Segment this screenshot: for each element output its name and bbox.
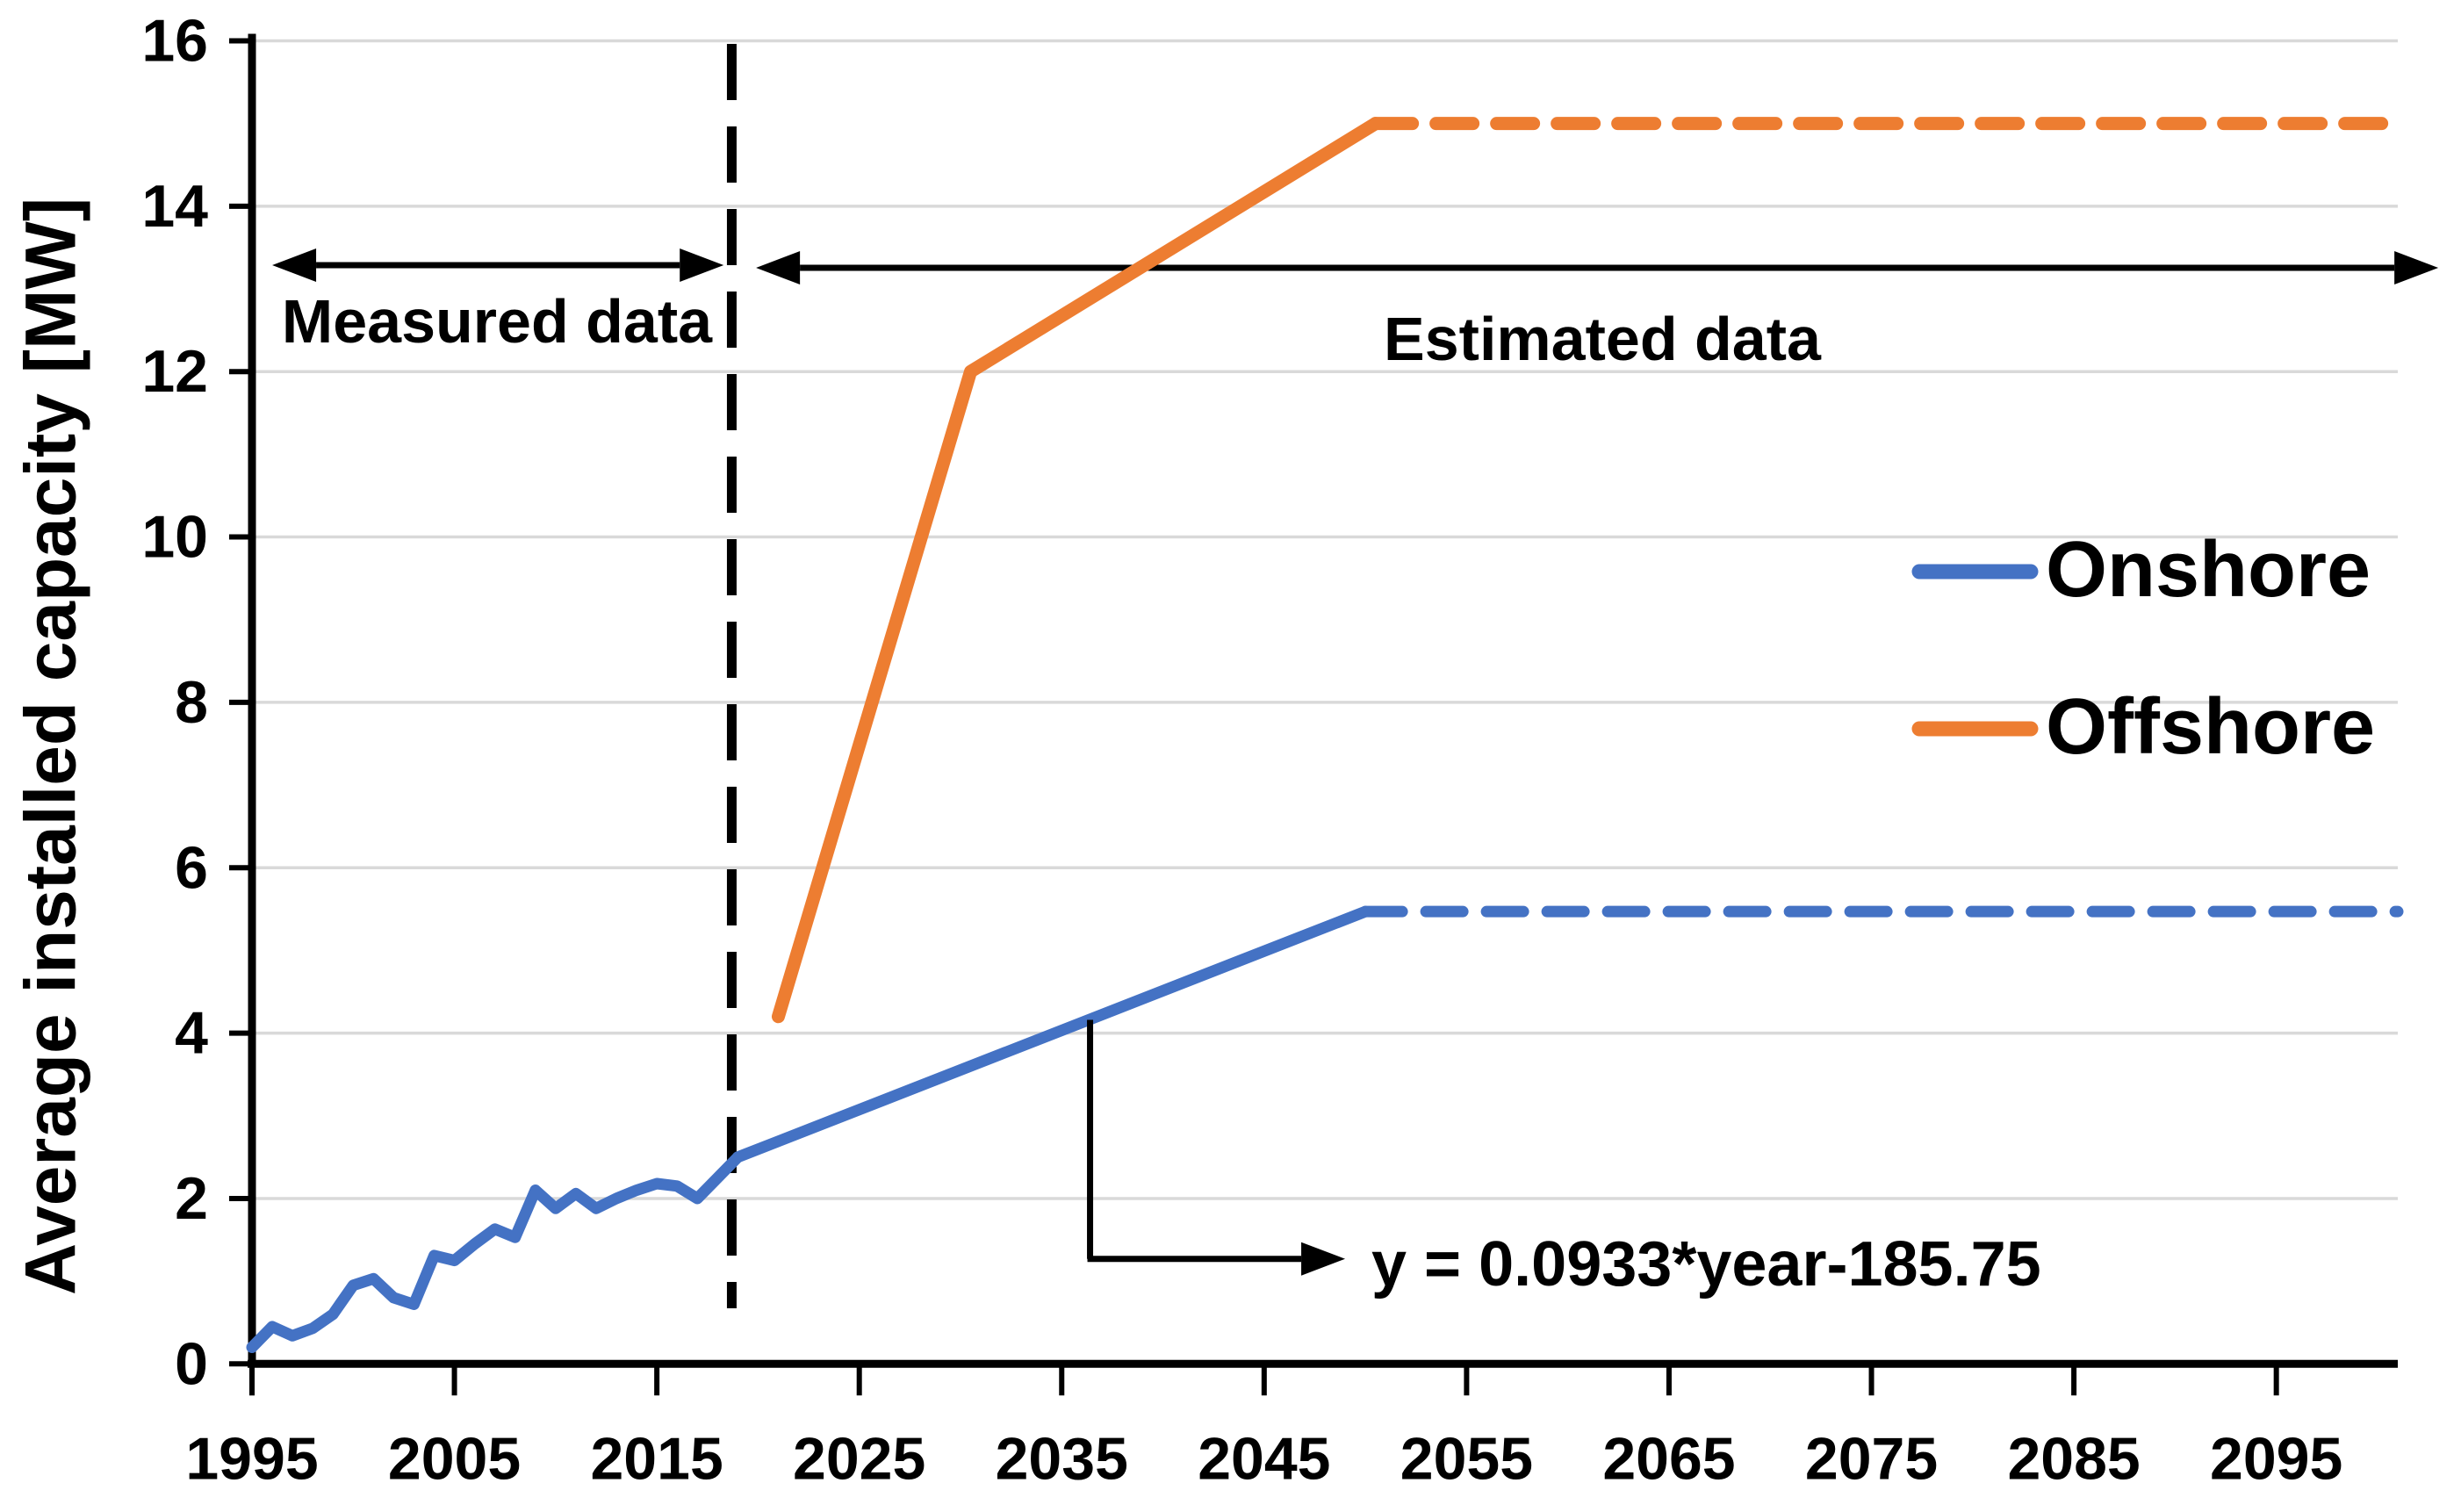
x-tick-label: 2055 [1400,1425,1533,1492]
y-axis-title: Average installed capacity [MW] [11,198,91,1295]
x-tick-label: 2015 [590,1425,723,1492]
legend-offshore-label: Offshore [2046,683,2375,771]
x-tick-label: 2075 [1805,1425,1938,1492]
tick-labels: 0 2 4 6 8 10 12 14 16 1995 2005 2015 2025 2035 2045 205… [141,8,2342,1493]
y-tick-label: 12 [141,338,208,405]
trend-equation-label: y = 0.0933*year-185.75 [1371,1229,2041,1300]
legend-item-offshore: Offshore [1911,683,2375,771]
y-tick-label: 6 [175,834,208,901]
y-tick-label: 10 [141,504,208,571]
y-tick-label: 0 [175,1330,208,1397]
y-tick-label: 4 [175,1000,208,1067]
y-tick-label: 2 [175,1165,208,1232]
estimated-data-label: Estimated data [1384,305,1822,373]
y-tick-label: 16 [141,8,208,75]
series-onshore-measured [246,1151,744,1353]
y-tick-label: 14 [141,173,208,240]
legend-item-onshore: Onshore [1911,526,2371,614]
x-tick-label: 2065 [1602,1425,1735,1492]
series-offshore-estimated [771,117,1383,1024]
series-lines [246,117,2405,1353]
series-onshore-estimated-linear-trend- [731,905,1371,1163]
x-tick-label: 1995 [185,1425,318,1492]
x-tick-label: 2005 [388,1425,521,1492]
legend: Onshore Offshore [1911,526,2375,771]
x-tick-label: 2095 [2210,1425,2342,1492]
gridlines [252,39,2398,1200]
y-tick-label: 8 [175,669,208,736]
region-arrows [272,248,2439,284]
measured-data-label: Measured data [282,287,713,356]
x-tick-label: 2025 [793,1425,925,1492]
x-tick-label: 2035 [996,1425,1128,1492]
tick-marks [229,38,2279,1396]
x-tick-label: 2045 [1198,1425,1330,1492]
legend-onshore-label: Onshore [2046,526,2371,614]
x-tick-label: 2085 [2007,1425,2140,1492]
equation-callout-arrow [1087,1019,1346,1276]
